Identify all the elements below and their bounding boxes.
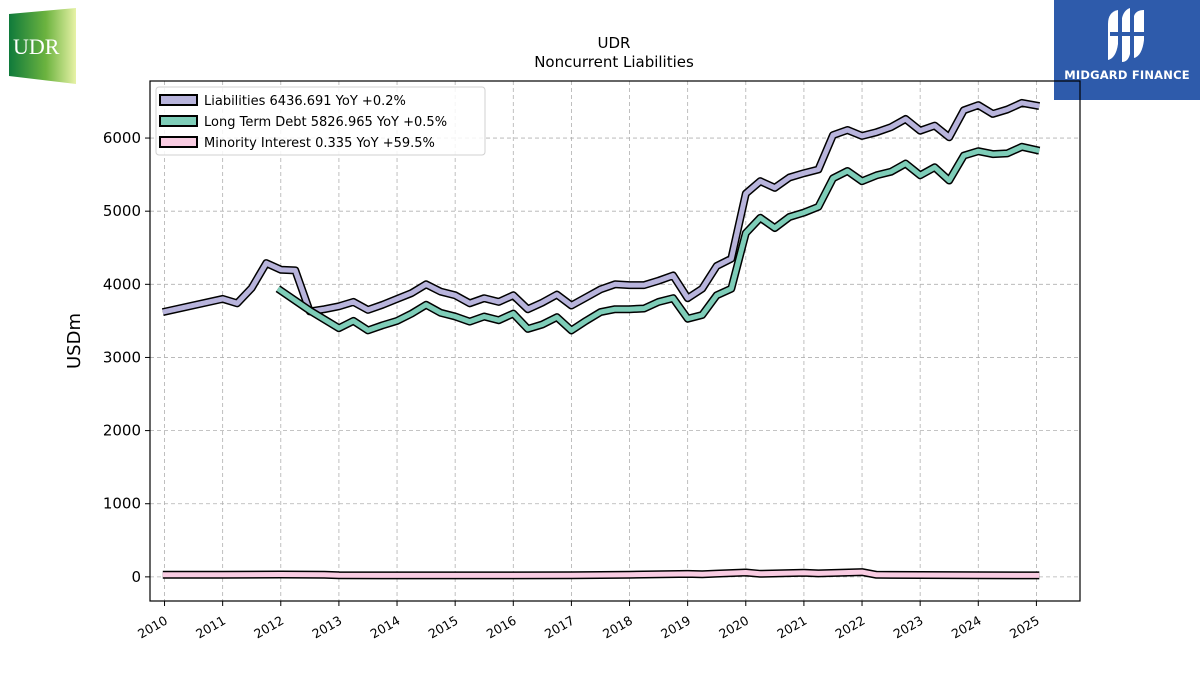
x-tick-label: 2012 xyxy=(251,613,286,642)
udr-company-logo: UDR xyxy=(9,8,76,84)
y-axis: 0 1000 2000 3000 4000 5000 6000 xyxy=(103,129,150,586)
x-tick-label: 2015 xyxy=(426,613,461,642)
y-tick-label: 3000 xyxy=(103,348,141,366)
y-tick-label: 6000 xyxy=(103,129,141,147)
x-tick-label: 2011 xyxy=(193,613,228,642)
chart-title: UDR xyxy=(598,34,631,52)
legend-entry: Liabilities 6436.691 YoY +0.2% xyxy=(204,94,406,109)
x-tick-label: 2014 xyxy=(367,613,402,642)
midgard-finance-logo: MIDGARD FINANCE xyxy=(1054,0,1200,100)
x-tick-label: 2023 xyxy=(891,613,926,642)
series-line-long-term-debt xyxy=(276,144,1040,333)
udr-logo-text: UDR xyxy=(13,34,60,59)
series-line-liabilities xyxy=(162,100,1040,315)
series-line-minority-interest xyxy=(162,569,1040,578)
y-axis-label: USDm xyxy=(64,313,85,369)
legend-entry: Minority Interest 0.335 YoY +59.5% xyxy=(204,136,435,151)
x-tick-label: 2022 xyxy=(832,613,867,642)
x-tick-label: 2019 xyxy=(658,613,693,642)
x-axis: 2010 2011 2012 2013 2014 2015 2016 2017 2018 2019… xyxy=(135,601,1042,642)
series-lines xyxy=(161,98,1041,580)
legend-entry: Long Term Debt 5826.965 YoY +0.5% xyxy=(204,115,447,130)
x-tick-label: 2020 xyxy=(716,613,751,642)
y-tick-label: 5000 xyxy=(103,202,141,220)
x-tick-label: 2010 xyxy=(135,613,170,642)
legend-box xyxy=(155,86,486,156)
x-tick-label: 2021 xyxy=(774,613,809,642)
legend-swatch xyxy=(159,94,198,106)
legend-swatch xyxy=(159,115,198,127)
x-tick-label: 2017 xyxy=(542,613,577,642)
x-tick-label: 2024 xyxy=(949,613,984,642)
x-tick-label: 2013 xyxy=(309,613,344,642)
midgard-emblem-icon xyxy=(1108,8,1146,62)
plot-area-frame xyxy=(149,80,1081,602)
chart-legend: Liabilities 6436.691 YoY +0.2% Long Term … xyxy=(155,86,486,156)
x-tick-label: 2018 xyxy=(600,613,635,642)
grid-lines xyxy=(150,81,1080,601)
legend-swatch xyxy=(159,136,198,148)
y-tick-label: 4000 xyxy=(103,275,141,293)
chart-subtitle: Noncurrent Liabilities xyxy=(534,53,694,71)
x-tick-label: 2016 xyxy=(484,613,519,642)
midgard-finance-wordmark: MIDGARD FINANCE xyxy=(1064,68,1190,82)
y-tick-label: 2000 xyxy=(103,422,141,440)
x-tick-label: 2025 xyxy=(1007,613,1042,642)
y-tick-label: 1000 xyxy=(103,495,141,513)
y-tick-label: 0 xyxy=(131,568,141,586)
